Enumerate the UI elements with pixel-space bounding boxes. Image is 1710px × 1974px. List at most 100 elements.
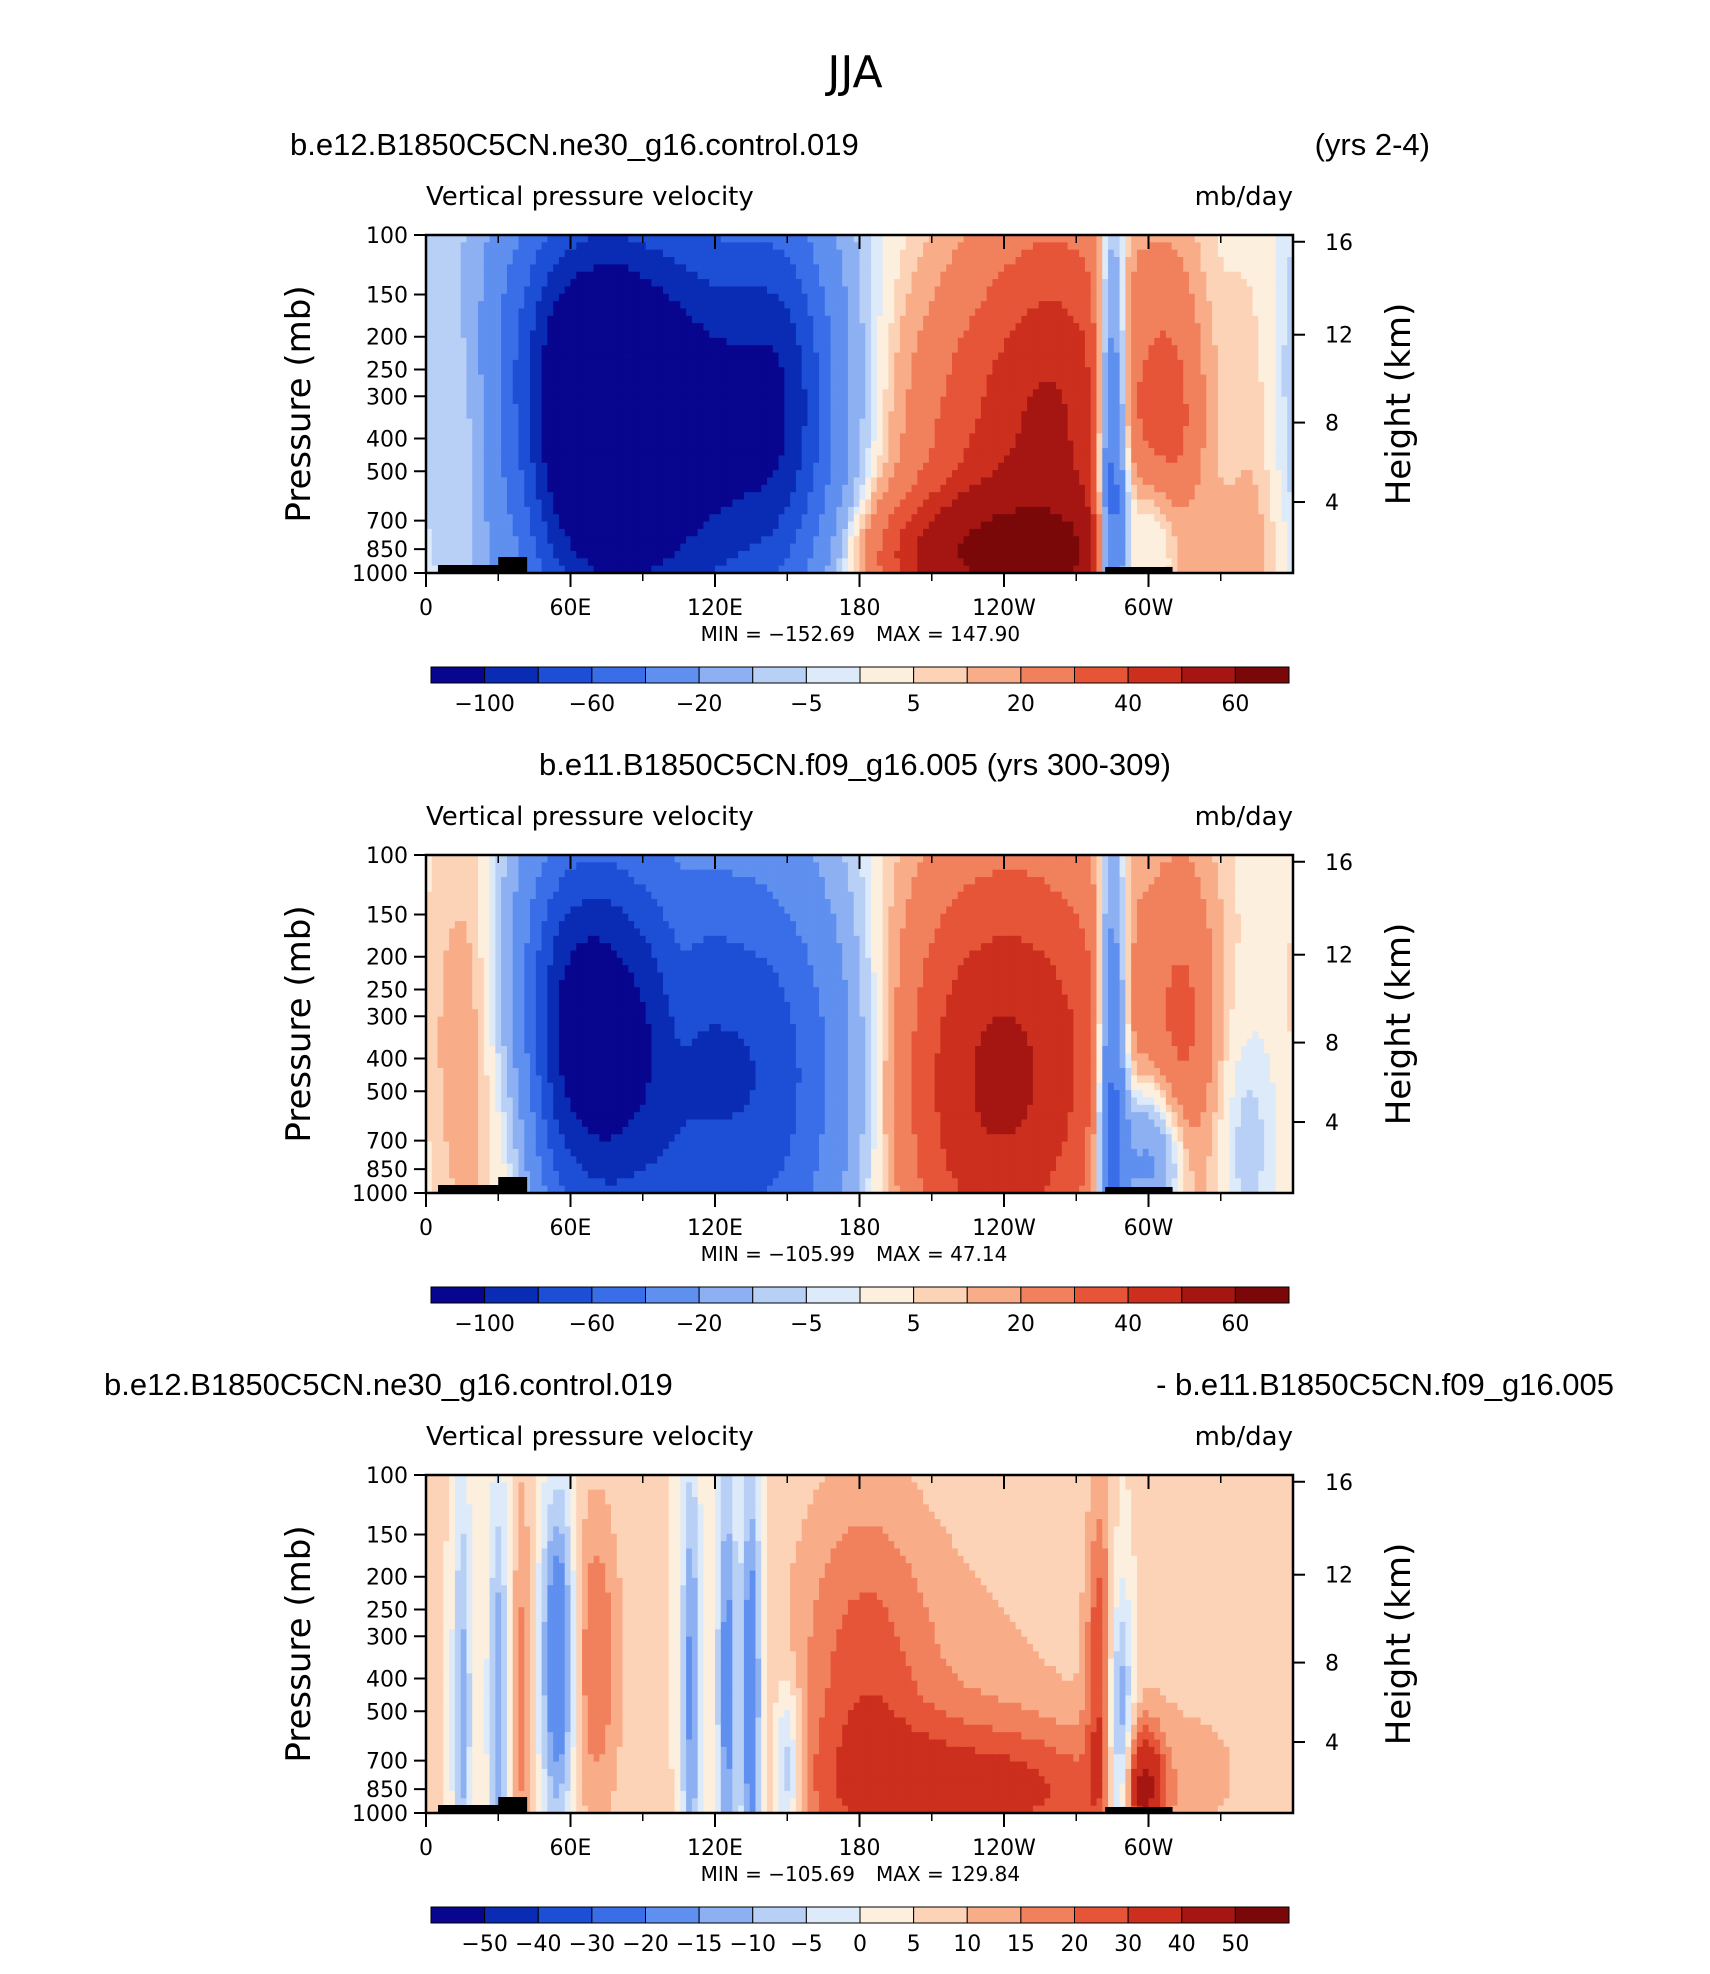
heatmap-cell — [518, 353, 524, 361]
heatmap-cell — [790, 353, 796, 361]
heatmap-cell — [692, 286, 698, 294]
heatmap-cell — [836, 419, 842, 427]
heatmap-cell — [906, 338, 912, 346]
heatmap-cell — [796, 419, 802, 427]
heatmap-cell — [640, 375, 646, 383]
heatmap-cell — [1160, 331, 1166, 339]
heatmap-cell — [1177, 455, 1183, 463]
heatmap-cell — [1195, 242, 1201, 250]
heatmap-cell — [1247, 353, 1253, 361]
heatmap-cell — [1079, 345, 1085, 353]
heatmap-cell — [1010, 242, 1016, 250]
heatmap-cell — [1206, 441, 1212, 449]
heatmap-cell — [992, 264, 998, 272]
heatmap-cell — [1281, 470, 1287, 478]
heatmap-cell — [438, 294, 444, 302]
heatmap-cell — [871, 316, 877, 324]
heatmap-cell — [542, 345, 548, 353]
heatmap-cell — [1264, 463, 1270, 471]
heatmap-cell — [744, 411, 750, 419]
heatmap-cell — [553, 323, 559, 331]
heatmap-cell — [663, 308, 669, 316]
heatmap-cell — [530, 411, 536, 419]
heatmap-cell — [1281, 382, 1287, 390]
heatmap-cell — [594, 477, 600, 485]
heatmap-cell — [703, 272, 709, 280]
heatmap-cell — [478, 353, 484, 361]
heatmap-cell — [692, 382, 698, 390]
heatmap-cell — [692, 367, 698, 375]
heatmap-cell — [675, 389, 681, 397]
heatmap-cell — [1027, 419, 1033, 427]
heatmap-cell — [958, 345, 964, 353]
heatmap-cell — [1125, 463, 1131, 471]
heatmap-cell — [802, 316, 808, 324]
heatmap-cell — [831, 323, 837, 331]
heatmap-cell — [871, 397, 877, 405]
heatmap-cell — [571, 477, 577, 485]
heatmap-cell — [975, 375, 981, 383]
heatmap-cell — [807, 448, 813, 456]
heatmap-cell — [490, 242, 496, 250]
heatmap-cell — [669, 338, 675, 346]
heatmap-cell — [831, 419, 837, 427]
heatmap-cell — [559, 441, 565, 449]
heatmap-cell — [1137, 367, 1143, 375]
heatmap-cell — [1189, 419, 1195, 427]
heatmap-cell — [1177, 360, 1183, 368]
heatmap-cell — [611, 389, 617, 397]
heatmap-cell — [1264, 448, 1270, 456]
heatmap-cell — [698, 448, 704, 456]
heatmap-cell — [865, 360, 871, 368]
heatmap-cell — [1021, 367, 1027, 375]
heatmap-cell — [542, 279, 548, 287]
heatmap-cell — [784, 404, 790, 412]
heatmap-cell — [692, 433, 698, 441]
heatmap-cell — [432, 375, 438, 383]
heatmap-cell — [588, 242, 594, 250]
heatmap-cell — [1027, 353, 1033, 361]
heatmap-cell — [1166, 257, 1172, 265]
heatmap-cell — [883, 433, 889, 441]
heatmap-cell — [900, 382, 906, 390]
heatmap-cell — [1229, 455, 1235, 463]
heatmap-cell — [773, 279, 779, 287]
heatmap-cell — [1016, 257, 1022, 265]
heatmap-cell — [1177, 301, 1183, 309]
heatmap-cell — [443, 455, 449, 463]
heatmap-cell — [669, 257, 675, 265]
heatmap-cell — [906, 301, 912, 309]
heatmap-cell — [917, 455, 923, 463]
heatmap-cell — [831, 463, 837, 471]
heatmap-cell — [628, 389, 634, 397]
heatmap-cell — [1131, 470, 1137, 478]
heatmap-cell — [917, 375, 923, 383]
heatmap-cell — [513, 316, 519, 324]
heatmap-cell — [1281, 353, 1287, 361]
heatmap-cell — [1247, 286, 1253, 294]
heatmap-cell — [825, 382, 831, 390]
heatmap-cell — [888, 375, 894, 383]
heatmap-cell — [582, 382, 588, 390]
heatmap-cell — [547, 455, 553, 463]
heatmap-cell — [466, 389, 472, 397]
heatmap-cell — [912, 470, 918, 478]
heatmap-cell — [987, 397, 993, 405]
heatmap-cell — [784, 419, 790, 427]
heatmap-cell — [1149, 375, 1155, 383]
heatmap-cell — [455, 360, 461, 368]
heatmap-cell — [530, 353, 536, 361]
heatmap-cell — [432, 397, 438, 405]
heatmap-cell — [438, 397, 444, 405]
heatmap-cell — [1224, 375, 1230, 383]
heatmap-cell — [796, 463, 802, 471]
heatmap-cell — [1131, 353, 1137, 361]
heatmap-cell — [628, 316, 634, 324]
heatmap-cell — [675, 250, 681, 258]
heatmap-cell — [773, 257, 779, 265]
heatmap-cell — [466, 360, 472, 368]
heatmap-cell — [779, 441, 785, 449]
heatmap-cell — [466, 367, 472, 375]
heatmap-cell — [518, 455, 524, 463]
heatmap-cell — [675, 294, 681, 302]
